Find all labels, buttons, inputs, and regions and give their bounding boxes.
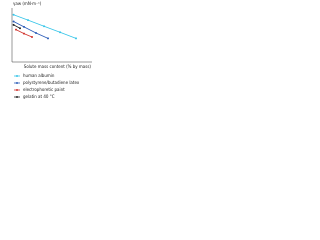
chart: γaw (mN·m⁻¹) Solute mass content (% by m…	[11, 1, 92, 99]
legend-label: gelatin at 40 °C	[23, 94, 55, 99]
series-line	[13, 24, 21, 29]
data-point	[15, 28, 17, 31]
data-point	[23, 25, 25, 28]
y-axis-label: γaw (mN·m⁻¹)	[13, 1, 42, 6]
legend-marker	[16, 82, 18, 84]
data-point	[35, 31, 37, 34]
data-point	[47, 37, 49, 40]
data-point	[75, 37, 77, 40]
data-point	[31, 36, 33, 39]
data-point	[43, 25, 45, 28]
data-point	[59, 31, 61, 34]
legend-marker	[16, 96, 18, 98]
legend-label: electrophoretic paint	[23, 87, 65, 92]
legend-marker	[16, 89, 18, 91]
legend-label: polystyrene/butadiene latex	[23, 80, 80, 85]
series-line	[13, 21, 49, 39]
legend-marker	[16, 75, 18, 77]
data-point	[23, 32, 25, 35]
data-point	[12, 20, 15, 23]
data-point	[27, 19, 29, 22]
x-axis-label: Solute mass content (% by mass)	[24, 64, 92, 69]
data-point	[19, 27, 21, 30]
data-point	[12, 23, 15, 26]
legend-label: human albumin	[23, 73, 55, 78]
data-point	[12, 13, 15, 16]
